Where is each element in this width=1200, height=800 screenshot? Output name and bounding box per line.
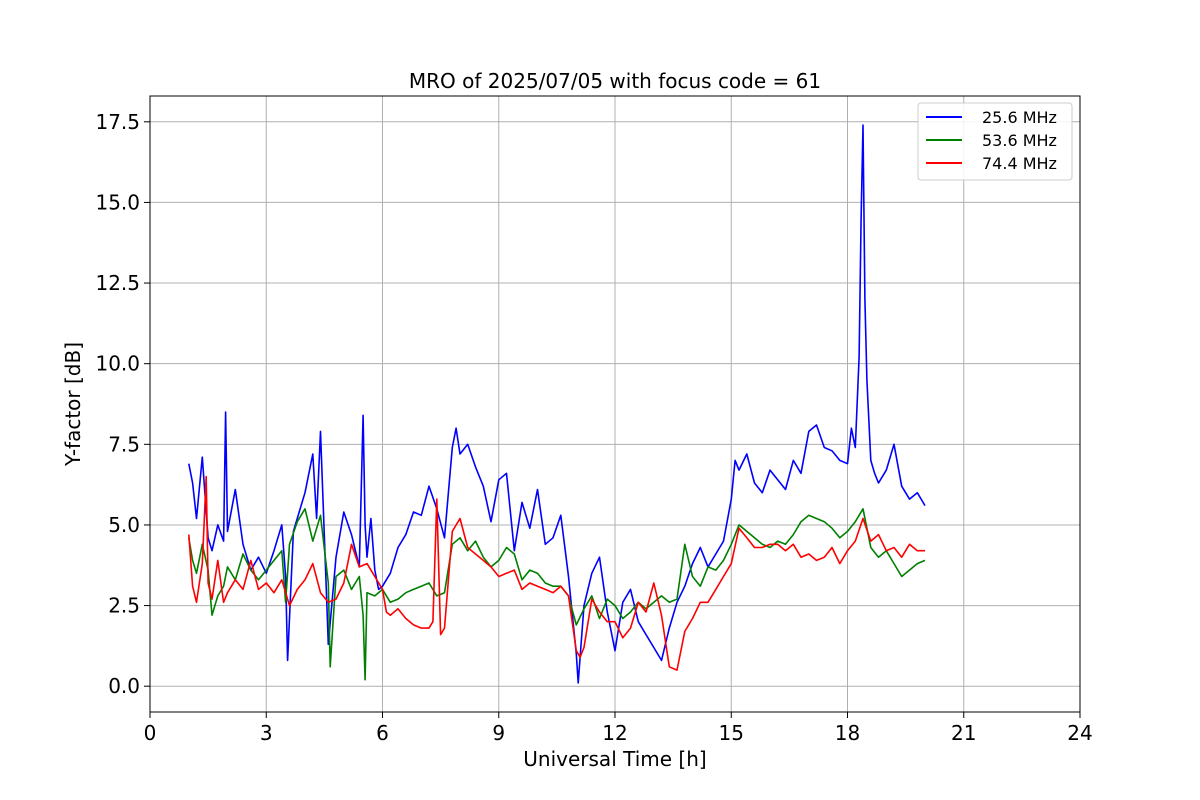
x-tick-label: 24 xyxy=(1067,721,1092,745)
y-tick-label: 0.0 xyxy=(108,674,140,698)
legend: 25.6 MHz 53.6 MHz 74.4 MHz xyxy=(917,102,1073,181)
x-tick-label: 15 xyxy=(719,721,744,745)
y-tick-label: 15.0 xyxy=(95,190,140,214)
plot-area xyxy=(188,124,926,684)
y-tick-label: 10.0 xyxy=(95,352,140,376)
y-tick-label: 17.5 xyxy=(95,110,140,134)
y-tick-label: 2.5 xyxy=(108,594,140,618)
y-tick-label: 7.5 xyxy=(108,432,140,456)
x-tick-label: 21 xyxy=(951,721,976,745)
x-tick-label: 12 xyxy=(602,721,627,745)
y-axis-label: Y-factor [dB] xyxy=(61,342,85,467)
series-line-74-4 xyxy=(188,475,925,671)
legend-label-25-6: 25.6 MHz xyxy=(982,108,1057,127)
grid xyxy=(149,96,1081,712)
series-line-53-6 xyxy=(188,507,926,681)
legend-label-53-6: 53.6 MHz xyxy=(982,131,1057,150)
x-tick-label: 6 xyxy=(376,721,389,745)
legend-label-74-4: 74.4 MHz xyxy=(982,154,1057,173)
x-tick-label: 18 xyxy=(835,721,860,745)
ticks: 0 3 6 9 12 15 18 21 24 0.0 2.5 5.0 7.5 10.0 12.5 15.0 17… xyxy=(95,110,1092,745)
legend-box xyxy=(917,102,1073,181)
chart-title: MRO of 2025/07/05 with focus code = 61 xyxy=(409,69,821,93)
x-axis-label: Universal Time [h] xyxy=(523,747,706,771)
x-tick-label: 0 xyxy=(144,721,157,745)
x-tick-label: 3 xyxy=(260,721,273,745)
x-tick-label: 9 xyxy=(492,721,505,745)
series-line-25-6 xyxy=(188,124,926,684)
y-tick-label: 5.0 xyxy=(108,513,140,537)
y-tick-label: 12.5 xyxy=(95,271,140,295)
